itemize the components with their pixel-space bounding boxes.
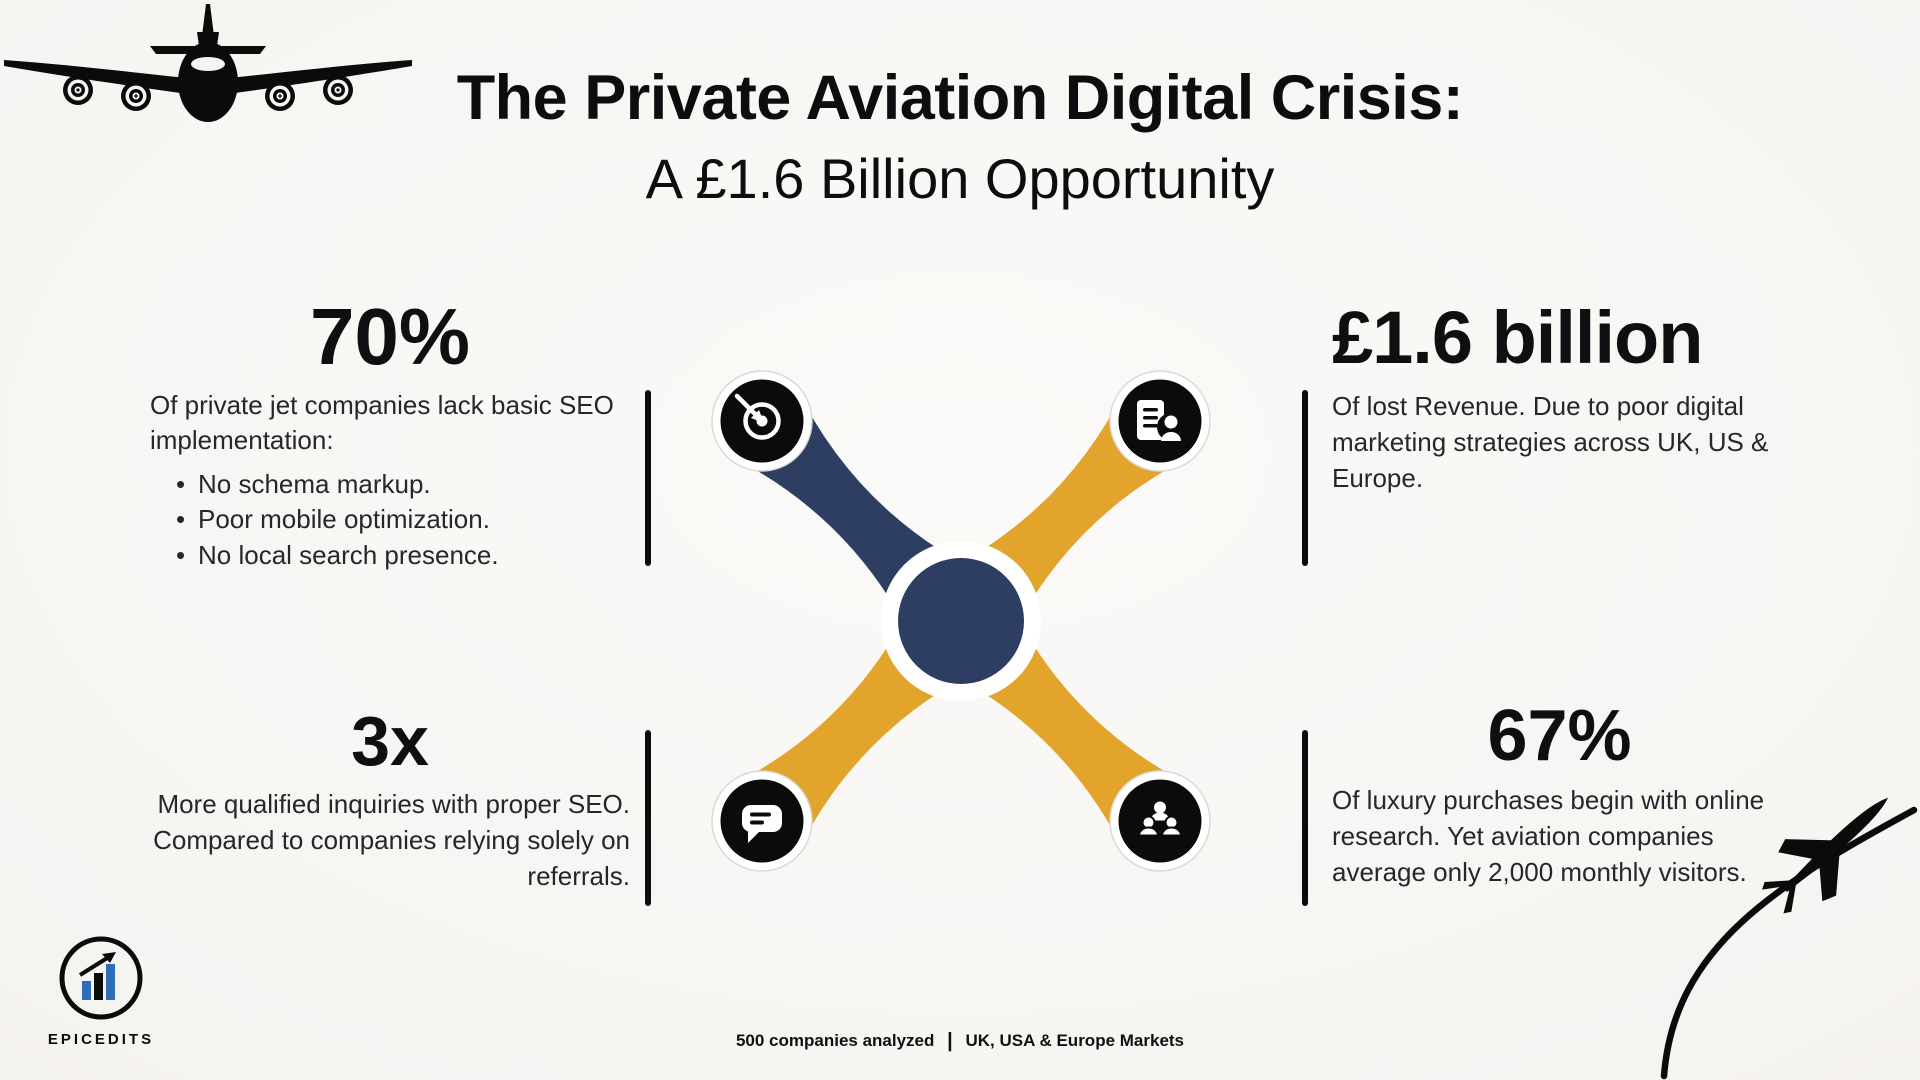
stat-bottom-right-description: Of luxury purchases begin with online re… bbox=[1332, 785, 1765, 887]
stat-bottom-left-description: More qualified inquiries with proper SEO… bbox=[153, 789, 630, 891]
airplane-jet-icon bbox=[1660, 797, 1918, 1080]
center-circle bbox=[898, 558, 1024, 684]
bullet-item: No schema markup. bbox=[150, 467, 630, 503]
stat-bottom-right-value: 67% bbox=[1487, 696, 1632, 776]
footer-markets: UK, USA & Europe Markets bbox=[965, 1031, 1185, 1050]
logo-chart-icon bbox=[59, 936, 143, 1020]
icon-node-bottom-left bbox=[711, 770, 813, 872]
chat-message-icon bbox=[742, 805, 782, 843]
stat-top-right: £1.6 billion Of lost Revenue. Due to poo… bbox=[1332, 300, 1782, 496]
stat-top-left-bullets: No schema markup. Poor mobile optimizati… bbox=[150, 467, 630, 574]
divider-bar-top-left bbox=[645, 390, 651, 566]
stat-bottom-left-value: 3x bbox=[351, 702, 429, 780]
icon-node-top-left bbox=[711, 370, 813, 472]
title: The Private Aviation Digital Crisis: A £… bbox=[0, 62, 1920, 211]
title-line1: The Private Aviation Digital Crisis: bbox=[456, 63, 1464, 133]
footer-analyzed: 500 companies analyzed bbox=[735, 1031, 935, 1050]
footer-divider: | bbox=[947, 1030, 953, 1052]
airplane-front-icon bbox=[4, 4, 412, 122]
engine-icon bbox=[63, 75, 353, 111]
contact-document-icon bbox=[1137, 400, 1185, 441]
stat-top-right-value: £1.6 billion bbox=[1332, 296, 1703, 379]
title-line2: A £1.6 Billion Opportunity bbox=[645, 147, 1275, 210]
bullet-item: No local search presence. bbox=[150, 538, 630, 574]
stat-bottom-right: 67% Of luxury purchases begin with onlin… bbox=[1332, 696, 1787, 890]
stat-top-left-description: Of private jet companies lack basic SEO … bbox=[150, 389, 614, 456]
icon-node-bottom-right bbox=[1109, 770, 1211, 872]
icon-node-top-right bbox=[1109, 370, 1211, 472]
x-diagram bbox=[711, 370, 1211, 872]
stat-top-left-value: 70% bbox=[309, 292, 471, 381]
stat-top-left: 70% Of private jet companies lack basic … bbox=[150, 296, 630, 574]
bullet-item: Poor mobile optimization. bbox=[150, 502, 630, 538]
people-group-icon bbox=[1137, 801, 1183, 837]
target-icon bbox=[734, 393, 781, 440]
logo-name: EPICEDITS bbox=[47, 1031, 155, 1048]
footer-caption: 500 companies analyzed | UK, USA & Europ… bbox=[0, 1030, 1920, 1053]
contrail bbox=[1660, 806, 1918, 1080]
divider-bar-top-right bbox=[1302, 390, 1308, 566]
stat-bottom-left: 3x More qualified inquiries with proper … bbox=[150, 702, 630, 894]
divider-bar-bottom-left bbox=[645, 730, 651, 906]
divider-bar-bottom-right bbox=[1302, 730, 1308, 906]
logo-epicedits: EPICEDITS bbox=[34, 934, 168, 1048]
stat-top-right-description: Of lost Revenue. Due to poor digital mar… bbox=[1332, 391, 1769, 493]
